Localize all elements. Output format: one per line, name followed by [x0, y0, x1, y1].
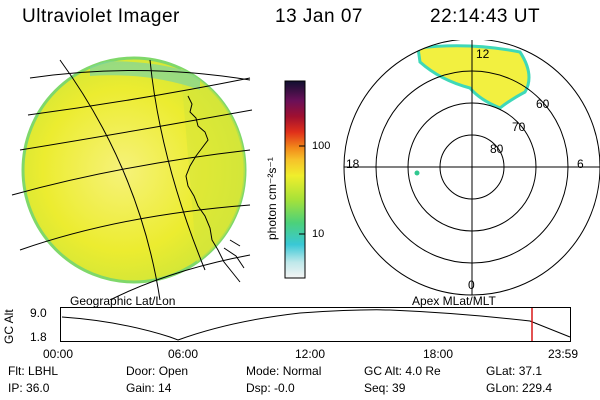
colorbar-tick-10: 10: [312, 228, 325, 240]
mlt-label-6: 6: [577, 157, 584, 171]
altitude-x-tick-4: 23:59: [548, 347, 579, 361]
status-door: Door: Open: [126, 364, 189, 378]
polar-mlat-mlt-plot: [343, 40, 600, 296]
mlt-label-12: 12: [476, 47, 490, 61]
colorbar-unit-label: photon cm⁻²s⁻¹: [265, 157, 279, 240]
latlon-grid: [11, 59, 253, 300]
app-title: Ultraviolet Imager: [22, 6, 180, 27]
altitude-axis-title: GC Alt: [2, 309, 16, 344]
apex-panel-label: Apex MLat/MLT: [412, 294, 496, 308]
altitude-y-tick-high: 9.0: [30, 306, 47, 320]
status-ip: IP: 36.0: [8, 381, 50, 395]
status-mode: Mode: Normal: [246, 364, 322, 378]
aurora-region: [416, 44, 531, 110]
status-glat: GLat: 37.1: [486, 364, 543, 378]
station-marker: [414, 170, 420, 176]
colorbar-tick-100: 100: [312, 140, 331, 152]
altitude-x-tick-1: 06:00: [168, 347, 199, 361]
altitude-x-tick-3: 18:00: [423, 347, 454, 361]
geographic-panel-label: Geographic Lat/Lon: [70, 294, 176, 308]
coastline: [185, 95, 241, 283]
status-dsp: Dsp: -0.0: [246, 381, 295, 395]
mlat-label-80: 80: [490, 142, 504, 156]
header-date: 13 Jan 07: [275, 6, 363, 27]
geographic-image: [11, 56, 253, 300]
header-time: 22:14:43 UT: [430, 6, 541, 27]
status-seq: Seq: 39: [364, 381, 406, 395]
status-flt: Flt: LBHL: [8, 364, 59, 378]
altitude-curve: [61, 309, 571, 341]
mlat-label-70: 70: [512, 120, 526, 134]
status-glon: GLon: 229.4: [486, 381, 553, 395]
mlat-label-60: 60: [536, 97, 550, 111]
limb-glow: [90, 61, 200, 90]
status-gc-alt: GC Alt: 4.0 Re: [364, 364, 441, 378]
altitude-x-tick-2: 12:00: [295, 347, 326, 361]
color-scale-bar: [284, 80, 306, 279]
altitude-plot: [60, 307, 571, 342]
altitude-x-tick-0: 00:00: [43, 347, 74, 361]
mlt-label-18: 18: [346, 157, 360, 171]
mlt-label-0: 0: [468, 278, 475, 292]
altitude-y-tick-low: 1.8: [30, 330, 47, 344]
status-gain: Gain: 14: [126, 381, 172, 395]
